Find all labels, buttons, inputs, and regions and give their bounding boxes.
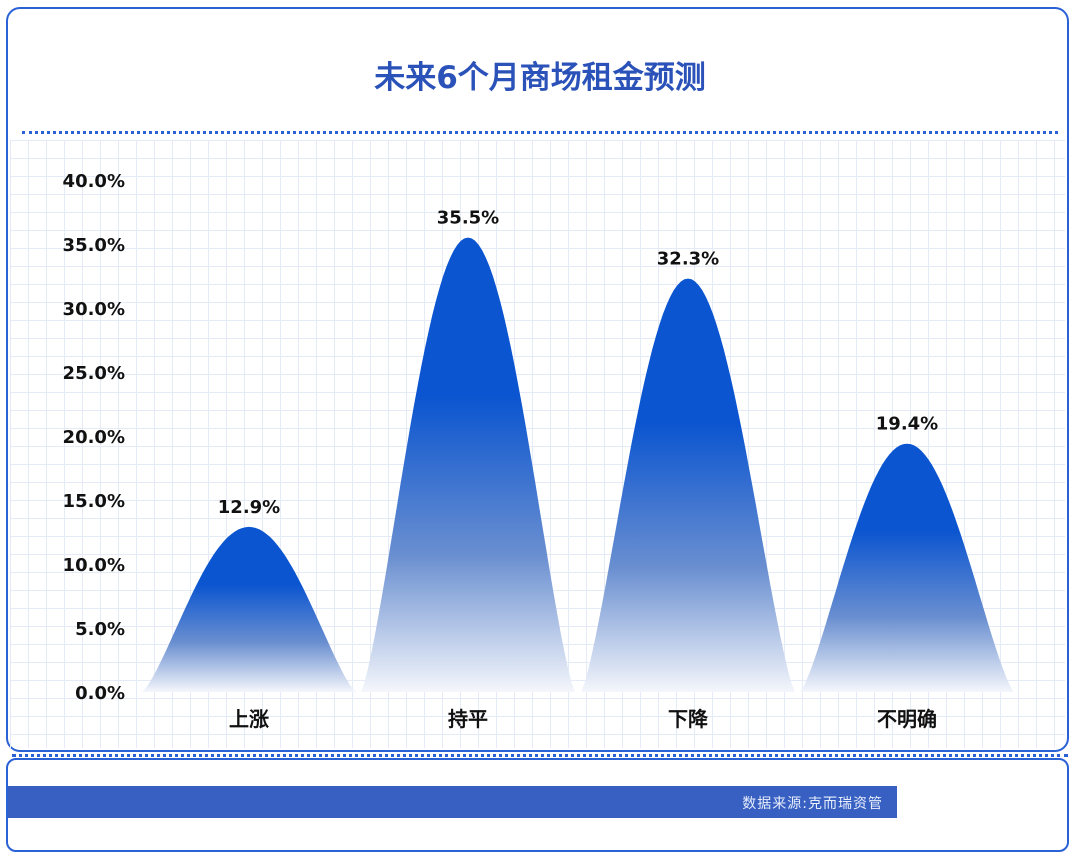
y-tick-label: 40.0% — [63, 171, 125, 192]
y-tick-label: 35.0% — [63, 235, 125, 256]
y-tick-label: 0.0% — [75, 683, 125, 704]
data-label: 32.3% — [657, 249, 719, 270]
footer-divider — [12, 754, 1068, 757]
x-tick-label: 不明确 — [877, 707, 937, 731]
bar-下降 — [581, 278, 795, 692]
bar-持平 — [361, 237, 575, 692]
title-divider — [22, 131, 1058, 134]
y-tick-label: 15.0% — [63, 491, 125, 512]
y-tick-label: 10.0% — [63, 555, 125, 576]
y-tick-label: 25.0% — [63, 363, 125, 384]
source-bar: 数据来源:克而瑞资管 — [8, 786, 897, 818]
x-tick-label: 下降 — [668, 707, 709, 731]
x-tick-label: 上涨 — [229, 707, 269, 731]
y-tick-label: 20.0% — [63, 427, 125, 448]
y-tick-label: 30.0% — [63, 299, 125, 320]
y-tick-label: 5.0% — [75, 619, 125, 640]
data-label: 12.9% — [218, 497, 280, 518]
source-text: 数据来源:克而瑞资管 — [742, 796, 883, 812]
x-tick-label: 持平 — [448, 707, 488, 731]
data-label: 19.4% — [876, 414, 938, 435]
bar-不明确 — [800, 443, 1014, 692]
chart-title: 未来6个月商场租金预测 — [374, 60, 706, 96]
bar-上涨 — [142, 526, 356, 692]
data-label: 35.5% — [437, 208, 499, 229]
